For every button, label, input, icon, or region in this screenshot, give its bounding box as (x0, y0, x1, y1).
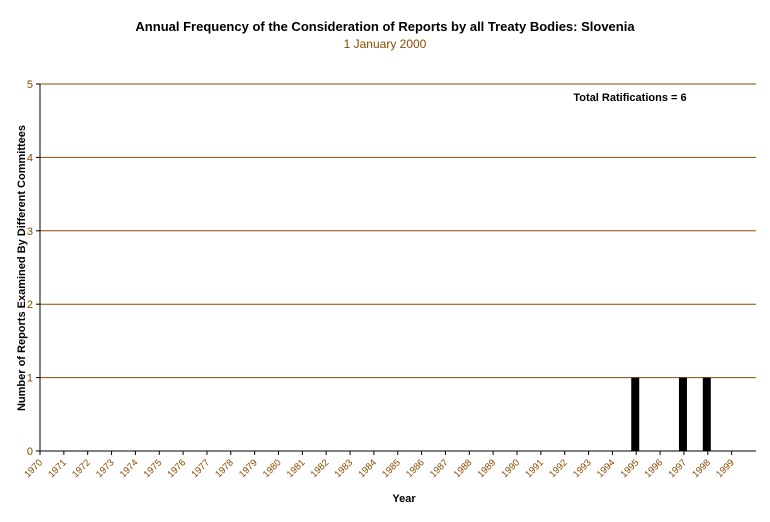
x-tick-label-1979: 1979 (237, 457, 260, 480)
y-tick-label-5: 5 (27, 79, 33, 91)
chart-title: Annual Frequency of the Consideration of… (135, 19, 635, 34)
x-tick-label-1997: 1997 (666, 457, 689, 480)
x-tick-label-1982: 1982 (309, 457, 332, 480)
y-axis-title: Number of Reports Examined By Different … (16, 125, 28, 411)
x-tick-label-1992: 1992 (547, 457, 570, 480)
x-tick-label-1995: 1995 (619, 457, 642, 480)
gridlines (40, 83, 756, 379)
x-axis-ticks: 1970 1971 1972 1973 1974 1975 1976 1977 1978 1979… (22, 451, 737, 480)
x-tick-label-1983: 1983 (332, 457, 355, 480)
x-tick-label-1998: 1998 (690, 457, 713, 480)
axes (39, 84, 756, 452)
x-tick-label-1985: 1985 (380, 457, 403, 480)
x-tick-label-1975: 1975 (142, 457, 165, 480)
total-ratifications-annotation: Total Ratifications = 6 (573, 92, 686, 104)
y-tick-label-0: 0 (27, 446, 33, 458)
x-tick-label-1993: 1993 (571, 457, 594, 480)
x-tick-label-1989: 1989 (476, 457, 499, 480)
x-tick-label-1973: 1973 (94, 457, 117, 480)
x-tick-label-1988: 1988 (452, 457, 475, 480)
bars (631, 377, 711, 451)
y-tick-label-3: 3 (27, 226, 33, 238)
chart-subtitle: 1 January 2000 (344, 37, 427, 51)
x-tick-label-1977: 1977 (189, 457, 212, 480)
x-tick-label-1996: 1996 (642, 457, 665, 480)
bar-1996 (678, 377, 687, 451)
x-tick-label-1987: 1987 (428, 457, 451, 480)
y-tick-label-4: 4 (27, 152, 33, 164)
x-axis-title: Year (392, 493, 416, 505)
x-tick-label-1984: 1984 (356, 457, 379, 480)
y-axis-ticks: 0 1 2 3 4 5 (27, 79, 40, 458)
x-tick-label-1980: 1980 (261, 457, 284, 480)
x-tick-label-1970: 1970 (22, 457, 45, 480)
x-tick-label-1999: 1999 (714, 457, 737, 480)
x-tick-label-1986: 1986 (404, 457, 427, 480)
x-tick-label-1978: 1978 (213, 457, 236, 480)
x-tick-label-1991: 1991 (523, 457, 546, 480)
x-tick-label-1976: 1976 (165, 457, 188, 480)
x-tick-label-1981: 1981 (285, 457, 308, 480)
y-tick-label-1: 1 (27, 373, 33, 385)
x-tick-label-1972: 1972 (70, 457, 93, 480)
x-tick-label-1994: 1994 (595, 457, 618, 480)
x-tick-label-1990: 1990 (499, 457, 522, 480)
bar-1997 (702, 377, 711, 451)
bar-1994 (631, 377, 640, 451)
x-tick-label-1974: 1974 (118, 457, 141, 480)
y-tick-label-2: 2 (27, 299, 33, 311)
x-tick-label-1971: 1971 (46, 457, 69, 480)
